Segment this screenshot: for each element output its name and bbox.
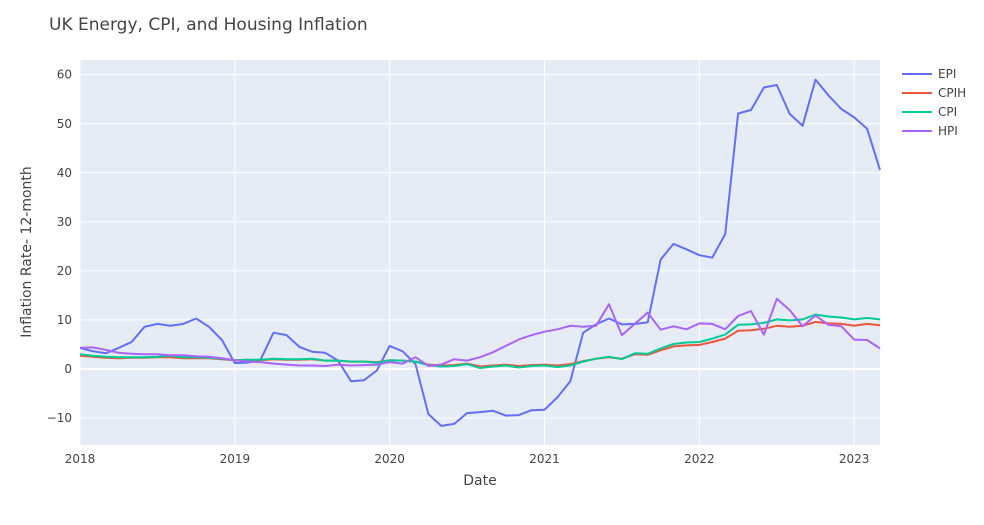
x-tick-label: 2021 (529, 452, 560, 466)
legend-label: CPI (938, 105, 957, 119)
grid-lines (79, 60, 880, 445)
legend-item-cpih[interactable]: CPIH (902, 86, 966, 100)
y-tick-label: 30 (57, 215, 72, 229)
legend-label: EPI (938, 67, 956, 81)
y-axis-title: Inflation Rate- 12-month (19, 166, 35, 338)
legend[interactable]: EPI CPIH CPI HPI (902, 67, 966, 138)
legend-item-epi[interactable]: EPI (902, 67, 956, 81)
legend-item-cpi[interactable]: CPI (902, 105, 957, 119)
y-axis-ticks: −10 0 10 20 30 40 50 60 (47, 68, 72, 425)
chart-title: UK Energy, CPI, and Housing Inflation (49, 15, 368, 35)
series-lines (79, 78, 881, 427)
legend-item-hpi[interactable]: HPI (902, 124, 958, 138)
y-tick-label: 60 (57, 68, 72, 82)
y-tick-label: 50 (57, 117, 72, 131)
y-tick-label: 0 (64, 362, 72, 376)
x-tick-label: 2019 (220, 452, 251, 466)
y-tick-label: 20 (57, 264, 72, 278)
x-tick-label: 2020 (374, 452, 405, 466)
x-tick-label: 2022 (684, 452, 715, 466)
legend-label: HPI (938, 124, 958, 138)
x-axis-title: Date (463, 473, 496, 489)
x-axis-ticks: 2018 2019 2020 2021 2022 2023 (65, 452, 870, 466)
series-line-hpi (79, 297, 881, 367)
y-tick-label: 10 (57, 313, 72, 327)
y-tick-label: 40 (57, 166, 72, 180)
plot-background (80, 60, 880, 445)
series-line-epi (79, 78, 881, 427)
x-tick-label: 2018 (65, 452, 96, 466)
legend-label: CPIH (938, 86, 966, 100)
x-tick-label: 2023 (839, 452, 870, 466)
y-tick-label: −10 (47, 411, 72, 425)
